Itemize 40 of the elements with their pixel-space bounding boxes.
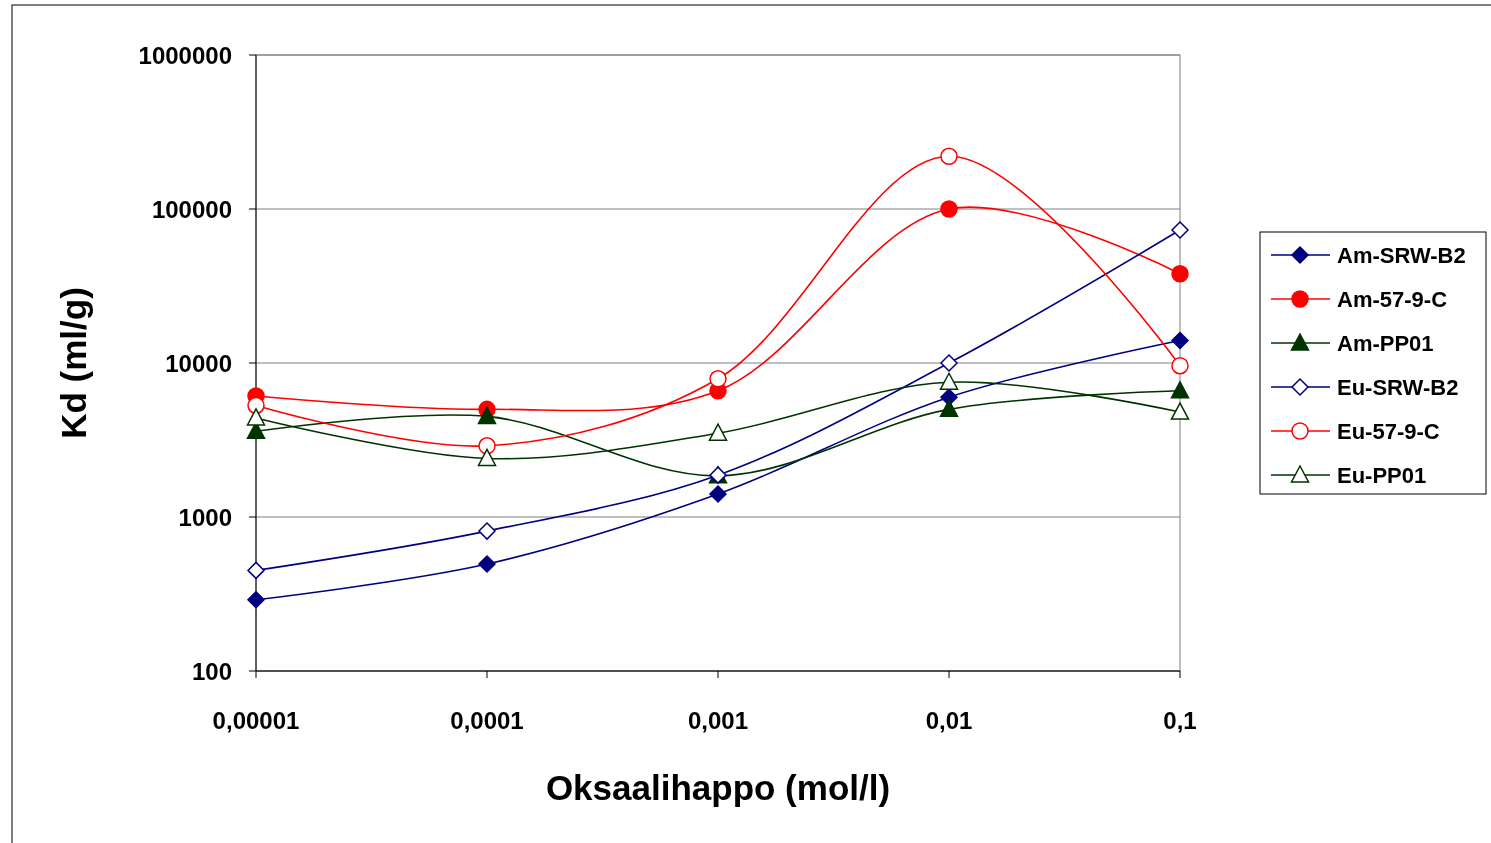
point xyxy=(478,522,496,540)
point xyxy=(247,591,265,609)
point xyxy=(1171,356,1189,375)
point xyxy=(477,448,497,467)
y-tick-label: 10000 xyxy=(165,349,232,377)
legend-label: Am-PP01 xyxy=(1337,330,1434,356)
point xyxy=(478,555,496,573)
point xyxy=(709,485,727,503)
x-tick-label: 0,01 xyxy=(925,707,973,734)
x-tick-label: 0,0001 xyxy=(450,707,524,734)
x-tick-label: 0,001 xyxy=(687,707,749,734)
x-axis-title: Oksaalihappo (mol/l) xyxy=(545,768,891,807)
point xyxy=(478,437,496,455)
point xyxy=(246,408,266,426)
y-tick-label: 100 xyxy=(191,657,232,685)
point xyxy=(477,406,497,425)
point xyxy=(709,370,727,388)
y-axis-title: Kd (ml/g) xyxy=(54,287,93,439)
legend-label: Am-57-9-C xyxy=(1337,286,1448,312)
point xyxy=(1171,331,1189,350)
point xyxy=(247,561,265,580)
y-tick-label: 1000000 xyxy=(138,41,232,69)
point xyxy=(940,147,958,166)
legend-label: Eu-PP01 xyxy=(1337,462,1427,488)
legend-label: Am-SRW-B2 xyxy=(1337,242,1466,268)
point xyxy=(1171,264,1189,283)
x-tick-label: 0,1 xyxy=(1163,707,1197,734)
x-tick-label: 0,00001 xyxy=(212,707,300,734)
point xyxy=(940,200,958,218)
legend-label: Eu-SRW-B2 xyxy=(1337,374,1459,400)
y-tick-label: 1000 xyxy=(178,503,232,531)
point xyxy=(1170,402,1190,420)
y-tick-label: 100000 xyxy=(151,195,232,223)
point xyxy=(1170,381,1190,399)
point xyxy=(940,354,958,372)
point xyxy=(939,399,959,418)
point xyxy=(1171,221,1189,239)
legend-label: Eu-57-9-C xyxy=(1337,418,1440,444)
point xyxy=(708,423,728,441)
point xyxy=(939,372,959,390)
